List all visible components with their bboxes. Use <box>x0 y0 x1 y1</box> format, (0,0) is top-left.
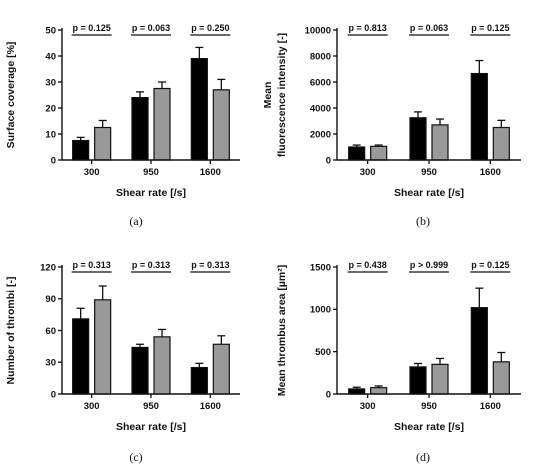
panel-b-pvalue-label: p = 0.813 <box>349 23 387 33</box>
panel-b-x-axis-title: Shear rate [/s] <box>394 187 464 199</box>
panel-d-xtick-label: 1600 <box>480 401 501 412</box>
panel-a-pvalue-label: p = 0.063 <box>132 23 170 33</box>
panel-d-ytick-label: 0 <box>326 389 331 400</box>
panel-b-bar <box>431 124 449 161</box>
panel-b-pvalue-label: p = 0.125 <box>471 23 509 33</box>
panel-d-label: (d) <box>416 450 430 464</box>
panel-a-ytick-label: 10 <box>45 129 56 140</box>
panel-d-ytick-label: 1500 <box>310 262 331 273</box>
panel-b-bar <box>409 117 427 161</box>
panel-c-ytick-label: 30 <box>45 358 56 369</box>
panel-d-y-axis-title: Mean thrombus area [µm²] <box>276 265 288 397</box>
panel-b-bar <box>370 145 388 161</box>
panel-b-ytick-label: 2000 <box>310 129 331 140</box>
panel-c-xtick-label: 950 <box>143 401 159 412</box>
panel-c-xtick-label: 1600 <box>200 401 221 412</box>
panel-b-bar <box>470 72 488 161</box>
panel-d-ytick-label: 1000 <box>310 305 331 316</box>
panel-a-ytick-label: 20 <box>45 103 56 114</box>
panel-a-x-axis-title: Shear rate [/s] <box>116 187 186 199</box>
panel-c-pvalue-label: p = 0.313 <box>191 260 229 270</box>
panel-b-bar <box>348 146 366 161</box>
panel-a-xtick-label: 300 <box>84 167 100 178</box>
panel-c-bar <box>190 366 208 395</box>
panel-a-ytick-label: 50 <box>45 25 56 36</box>
panel-c-bar <box>94 299 112 395</box>
panel-c-bar <box>212 343 230 395</box>
panel-c-bar <box>72 318 90 395</box>
panel-b-ytick-label: 0 <box>326 155 331 166</box>
panel-c-ytick-label: 120 <box>40 262 56 273</box>
panel-c-bar <box>153 336 171 395</box>
panel-a-bar <box>94 126 112 161</box>
panel-a-y-axis-title: Surface coverage [%] <box>5 42 17 149</box>
panel-c-label: (c) <box>129 450 142 464</box>
panel-d-bar <box>409 366 427 395</box>
panel-a-xtick-label: 1600 <box>200 167 221 178</box>
panel-a-pvalue-label: p = 0.250 <box>191 23 229 33</box>
panel-b-pvalue-label: p = 0.063 <box>410 23 448 33</box>
panel-b-xtick-label: 950 <box>421 167 437 178</box>
panel-d-pvalue-label: p > 0.999 <box>410 260 448 270</box>
panel-a-ytick-label: 40 <box>45 51 56 62</box>
panel-b-xtick-label: 300 <box>360 167 376 178</box>
panel-a-bar <box>72 139 90 161</box>
panel-c-ytick-label: 90 <box>45 294 56 305</box>
panel-c-xtick-label: 300 <box>84 401 100 412</box>
panel-a-bar <box>190 57 208 161</box>
panel-a-bar <box>212 89 230 161</box>
panel-b-ytick-label: 10000 <box>305 25 331 36</box>
panel-b-ytick-label: 4000 <box>310 103 331 114</box>
panel-c-pvalue-label: p = 0.313 <box>73 260 111 270</box>
panel-b-xtick-label: 1600 <box>480 167 501 178</box>
panel-c-bar <box>131 346 149 395</box>
panel-d-bar <box>431 363 449 395</box>
panel-d-pvalue-label: p = 0.438 <box>349 260 387 270</box>
panel-b-ytick-label: 6000 <box>310 77 331 88</box>
panel-d-bar <box>492 361 510 395</box>
panel-b-label: (b) <box>416 214 430 228</box>
panel-b-ytick-label: 8000 <box>310 51 331 62</box>
panel-c-ytick-label: 0 <box>51 389 56 400</box>
panel-d-bar <box>470 307 488 395</box>
panel-d-xtick-label: 950 <box>421 401 437 412</box>
panel-d-xtick-label: 300 <box>360 401 376 412</box>
panel-d-bar <box>370 387 388 395</box>
panel-a-ytick-label: 30 <box>45 77 56 88</box>
panel-a-bar <box>131 96 149 161</box>
panel-d-pvalue-label: p = 0.125 <box>471 260 509 270</box>
panel-c-ytick-label: 60 <box>45 326 56 337</box>
panel-c-y-axis-title: Number of thrombi [-] <box>5 277 17 385</box>
panel-b-bar <box>492 126 510 161</box>
panel-d-x-axis-title: Shear rate [/s] <box>394 421 464 433</box>
panel-d-ytick-label: 500 <box>315 347 331 358</box>
panel-a-pvalue-label: p = 0.125 <box>73 23 111 33</box>
panel-a-ytick-label: 0 <box>51 155 56 166</box>
panel-a-label: (a) <box>129 214 142 228</box>
panel-d-bar <box>348 388 366 395</box>
panel-c-pvalue-label: p = 0.313 <box>132 260 170 270</box>
panel-c-x-axis-title: Shear rate [/s] <box>116 421 186 433</box>
panel-b-y-axis-title: Mean <box>262 82 274 109</box>
panel-a-xtick-label: 950 <box>143 167 159 178</box>
panel-a-bar <box>153 87 171 161</box>
panel-b-y-axis-title: fluorescence intensity [-] <box>276 33 288 157</box>
